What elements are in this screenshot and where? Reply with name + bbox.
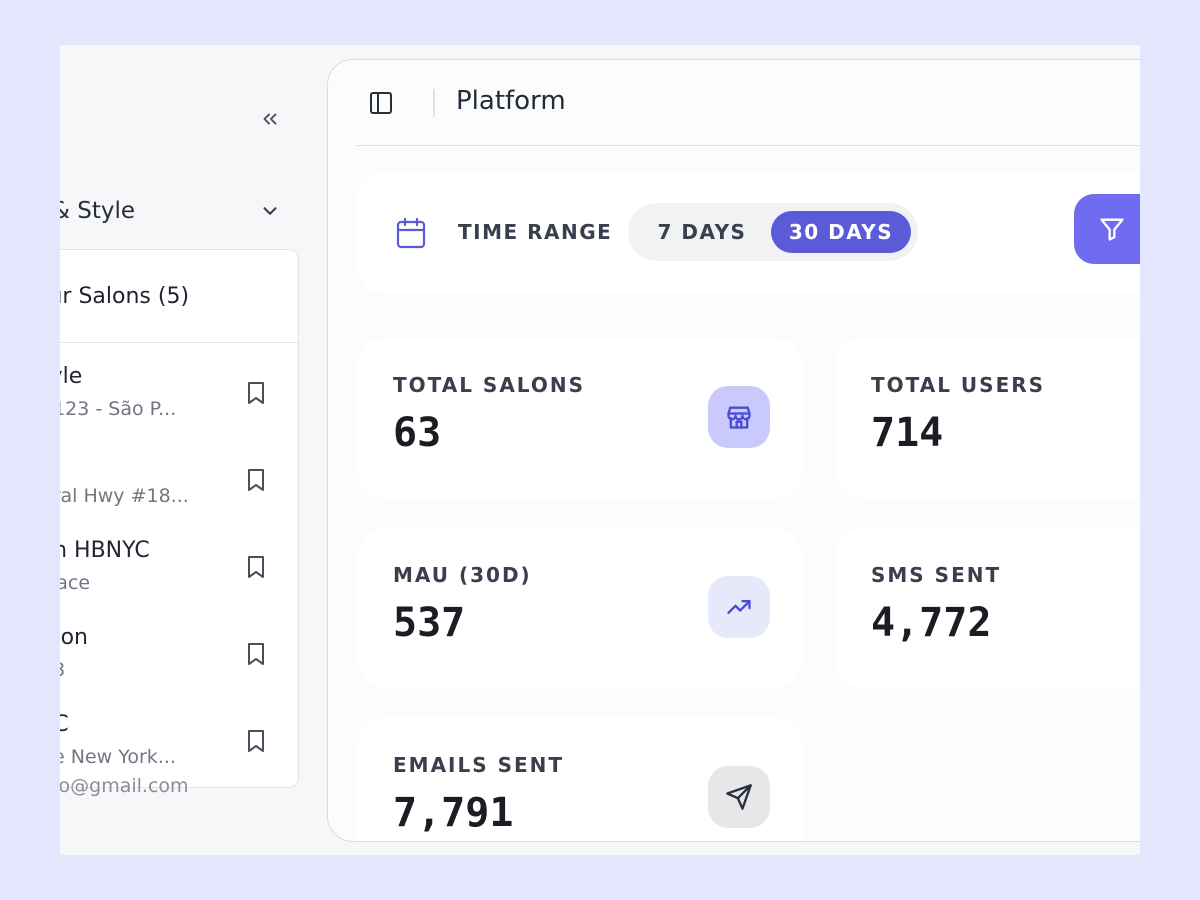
calendar-icon bbox=[396, 217, 426, 249]
topbar-divider bbox=[433, 89, 435, 117]
stat-label: MAU (30D) bbox=[393, 563, 532, 587]
time-range-toggle: 7 DAYS 30 DAYS bbox=[628, 203, 918, 261]
bookmark-icon[interactable] bbox=[243, 640, 269, 668]
salon-address: eral Hwy #18... bbox=[60, 485, 189, 507]
app-window: & Style our Salons (5) tyle , 123 - São … bbox=[60, 45, 1140, 855]
stat-value: 4,772 bbox=[871, 600, 992, 646]
stat-card-mau: MAU (30D) 537 bbox=[358, 528, 802, 688]
store-icon bbox=[708, 386, 770, 448]
stat-value: 714 bbox=[871, 410, 944, 456]
stat-card-total-salons: TOTAL SALONS 63 bbox=[358, 338, 802, 498]
stat-value: 63 bbox=[393, 410, 442, 456]
salon-list: tyle , 123 - São P... eral Hwy #18... ch… bbox=[60, 343, 298, 778]
salon-list-item[interactable]: tyle , 123 - São P... bbox=[60, 343, 298, 430]
salon-address: ue New York... bbox=[60, 746, 176, 768]
salon-list-item[interactable]: YC ue New York... bbox=[60, 691, 298, 778]
range-option-30-days[interactable]: 30 DAYS bbox=[771, 211, 911, 253]
time-range-label: TIME RANGE bbox=[458, 220, 613, 244]
stat-card-emails-sent: EMAILS SENT 7,791 bbox=[358, 718, 802, 841]
stat-label: TOTAL USERS bbox=[871, 373, 1046, 397]
salon-group-selector[interactable]: & Style bbox=[60, 191, 282, 231]
topbar: Platform bbox=[356, 60, 1140, 146]
stat-card-total-users: TOTAL USERS 714 bbox=[836, 338, 1140, 498]
stat-value: 537 bbox=[393, 600, 466, 646]
salon-panel-header: our Salons (5) bbox=[60, 250, 298, 343]
bookmark-icon[interactable] bbox=[243, 553, 269, 581]
chevrons-left-icon bbox=[263, 113, 277, 125]
salon-list-panel: our Salons (5) tyle , 123 - São P... era… bbox=[60, 249, 299, 788]
salon-address: rrace bbox=[60, 572, 91, 594]
chevron-down-icon[interactable] bbox=[258, 199, 282, 223]
time-range-card: TIME RANGE 7 DAYS 30 DAYS bbox=[358, 172, 1140, 294]
salon-name: alon bbox=[60, 625, 88, 650]
user-email: mo@gmail.com bbox=[60, 775, 189, 797]
send-icon bbox=[708, 766, 770, 828]
salon-name: tyle bbox=[60, 364, 83, 389]
salon-list-item[interactable]: ch HBNYC rrace bbox=[60, 517, 298, 604]
filter-button[interactable] bbox=[1074, 194, 1140, 264]
filter-icon bbox=[1100, 218, 1124, 241]
stat-label: SMS SENT bbox=[871, 563, 1002, 587]
salon-name: YC bbox=[60, 712, 69, 737]
bookmark-icon[interactable] bbox=[243, 379, 269, 407]
salon-address: 23 bbox=[60, 659, 65, 681]
stat-label: EMAILS SENT bbox=[393, 753, 565, 777]
range-option-7-days[interactable]: 7 DAYS bbox=[657, 220, 747, 244]
stat-card-sms-sent: SMS SENT 4,772 bbox=[836, 528, 1140, 688]
salon-address: , 123 - São P... bbox=[60, 398, 177, 420]
salon-panel-title: our Salons (5) bbox=[60, 283, 190, 309]
sidebar-toggle-icon[interactable] bbox=[368, 90, 394, 116]
trending-up-icon bbox=[708, 576, 770, 638]
salon-list-item[interactable]: eral Hwy #18... bbox=[60, 430, 298, 517]
bookmark-icon[interactable] bbox=[243, 727, 269, 755]
main-panel: Platform TIME RANGE 7 DAYS 30 DAYS TOTAL… bbox=[327, 59, 1140, 842]
stat-label: TOTAL SALONS bbox=[393, 373, 585, 397]
stat-value: 7,791 bbox=[393, 790, 514, 836]
page-title: Platform bbox=[456, 86, 566, 116]
salon-group-label: & Style bbox=[60, 198, 136, 224]
collapse-sidebar-button[interactable] bbox=[256, 105, 284, 133]
salon-name: ch HBNYC bbox=[60, 538, 150, 563]
bookmark-icon[interactable] bbox=[243, 466, 269, 494]
salon-list-item[interactable]: alon 23 bbox=[60, 604, 298, 691]
